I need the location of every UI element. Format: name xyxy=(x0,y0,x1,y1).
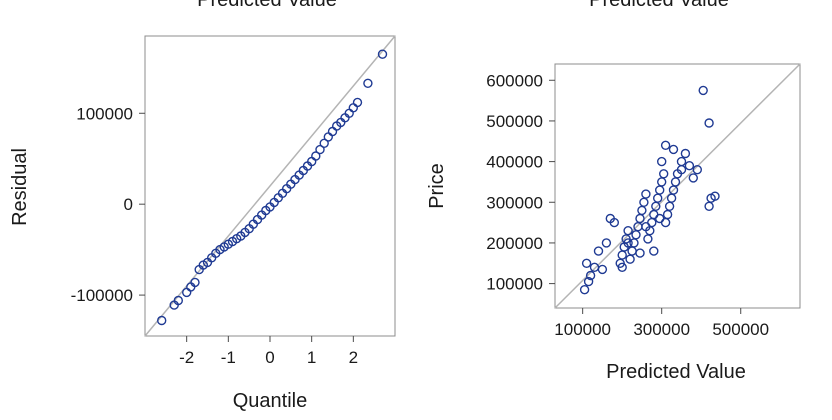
ovp-point xyxy=(585,270,596,281)
ovp-y-tick-label: 100000 xyxy=(486,275,543,294)
ovp-point xyxy=(684,160,695,171)
ovp-y-tick-label: 400000 xyxy=(486,153,543,172)
ovp-point xyxy=(581,258,592,268)
ovp-point xyxy=(688,173,698,183)
ovp-point xyxy=(609,217,619,228)
ovp-y-tick-label: 500000 xyxy=(486,112,543,131)
ovp-point xyxy=(657,156,667,167)
qq-y-tick-label: 100000 xyxy=(76,104,133,123)
qq-x-tick-label: 0 xyxy=(265,348,274,367)
ovp-y-tick-label: 200000 xyxy=(486,234,543,253)
qq-y-axis-label: Residual xyxy=(9,148,31,226)
qq-x-axis: -2 -1 0 1 2 xyxy=(179,336,358,367)
qq-x-tick-label: 2 xyxy=(349,348,358,367)
ovp-point xyxy=(623,225,633,236)
ovp-point xyxy=(583,276,594,287)
qq-y-axis: -100000 0 100000 xyxy=(71,104,145,305)
ovp-point xyxy=(635,248,645,258)
ovp-x-tick-label: 300000 xyxy=(633,320,690,339)
qq-x-tick-label: -2 xyxy=(179,348,194,367)
qq-plot: Predicted Value -2 -1 0 1 2 -100000 0 100000 Q… xyxy=(9,0,396,412)
observed-vs-predicted-plot: Predicted Value 100000 300000 500000 10000… xyxy=(426,0,801,383)
ovp-point xyxy=(668,144,679,155)
ovp-point xyxy=(641,221,651,232)
ovp-point xyxy=(601,238,612,248)
ovp-y-tick-label: 600000 xyxy=(486,71,543,90)
ovp-point xyxy=(710,191,720,201)
qq-x-axis-label: Quantile xyxy=(233,390,308,412)
qq-point xyxy=(156,315,167,326)
ovp-y-axis: 100000 200000 300000 400000 500000 600000 xyxy=(486,71,555,294)
ovp-point xyxy=(692,164,702,175)
qq-point xyxy=(190,277,200,288)
qq-y-tick-label: -100000 xyxy=(71,286,133,305)
ovp-y-tick-label: 300000 xyxy=(486,193,543,212)
qq-x-tick-label: -1 xyxy=(221,348,236,367)
ovp-plot-title: Predicted Value xyxy=(589,0,729,11)
ovp-x-tick-label: 100000 xyxy=(554,320,611,339)
qq-point xyxy=(311,151,321,161)
ovp-point xyxy=(659,169,669,179)
qq-y-tick-label: 0 xyxy=(124,195,133,214)
ovp-point xyxy=(698,85,708,96)
qq-point xyxy=(352,97,363,108)
ovp-point xyxy=(597,264,608,275)
qq-point xyxy=(319,138,329,149)
qq-point xyxy=(315,144,325,155)
ovp-x-tick-label: 500000 xyxy=(712,320,769,339)
ovp-points xyxy=(579,85,720,295)
qq-plot-title: Predicted Value xyxy=(197,0,337,11)
ovp-point xyxy=(676,164,687,175)
ovp-x-axis: 100000 300000 500000 xyxy=(554,308,769,339)
ovp-point xyxy=(704,118,714,128)
qq-points xyxy=(156,49,388,326)
qq-point xyxy=(377,49,388,59)
ovp-point xyxy=(623,238,633,248)
ovp-point xyxy=(680,148,691,159)
ovp-point xyxy=(660,140,671,151)
ovp-point xyxy=(655,213,665,224)
qq-point xyxy=(363,78,373,89)
qq-x-tick-label: 1 xyxy=(307,348,316,367)
ovp-point xyxy=(579,285,590,295)
ovp-point xyxy=(649,246,659,256)
qq-point xyxy=(173,295,184,306)
ovp-point xyxy=(617,262,627,272)
ovp-point xyxy=(641,189,651,199)
ovp-y-axis-label: Price xyxy=(426,163,448,209)
ovp-x-axis-label: Predicted Value xyxy=(606,361,746,383)
ovp-point xyxy=(593,246,604,256)
